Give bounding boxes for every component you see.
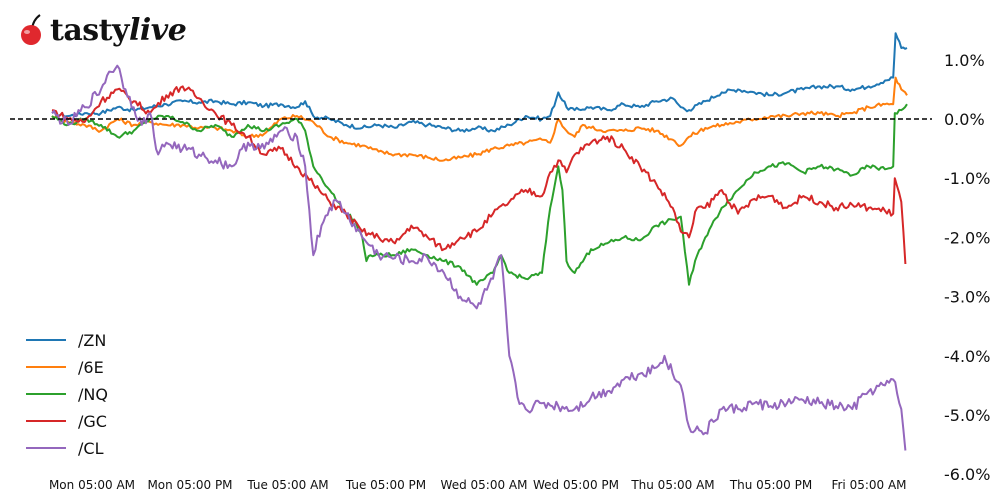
y-tick-label: -6.0% [944,465,990,484]
x-tick-label: Tue 05:00 PM [345,478,426,492]
x-tick-label: Mon 05:00 AM [49,478,135,492]
x-tick-label: Mon 05:00 PM [147,478,232,492]
series-layer [51,32,908,451]
y-tick-label: -3.0% [944,288,990,307]
x-tick-label: Thu 05:00 AM [630,478,714,492]
x-tick-label: Wed 05:00 PM [533,478,619,492]
x-tick-label: Fri 05:00 AM [831,478,906,492]
brand-name-italic: live [128,12,187,48]
legend-label: /ZN [78,331,106,350]
brand-name: tastylive [50,12,187,48]
y-tick-label: -2.0% [944,228,990,247]
x-tick-label: Wed 05:00 AM [441,478,528,492]
legend-label: /6E [78,358,104,377]
x-tick-label: Thu 05:00 PM [729,478,812,492]
y-tick-label: -1.0% [944,169,990,188]
tastylive-logo: tastylive [18,10,187,50]
legend-label: /CL [78,439,104,458]
series-line-nq [51,103,908,286]
x-tick-label: Tue 05:00 AM [246,478,328,492]
legend-label: /GC [78,412,107,431]
series-line-cl [51,64,907,451]
legend-label: /NQ [78,385,108,404]
y-tick-label: -5.0% [944,406,990,425]
cherry-icon [21,14,41,45]
y-tick-label: -4.0% [944,347,990,366]
brand-name-bold: tasty [50,12,129,48]
x-axis-ticks: Mon 05:00 AM Mon 05:00 PM Tue 05:00 AM Tue … [49,478,907,492]
legend: /ZN/6E/NQ/GC/CL [26,331,108,458]
y-tick-label: 0.0% [944,110,985,129]
series-line-zn [51,32,908,133]
y-axis-ticks: 1.0% 0.0% -1.0% -2.0% -3.0% -4.0% -5.0% -6.0% [944,51,990,484]
series-line-gc [51,85,907,265]
y-tick-label: 1.0% [944,51,985,70]
